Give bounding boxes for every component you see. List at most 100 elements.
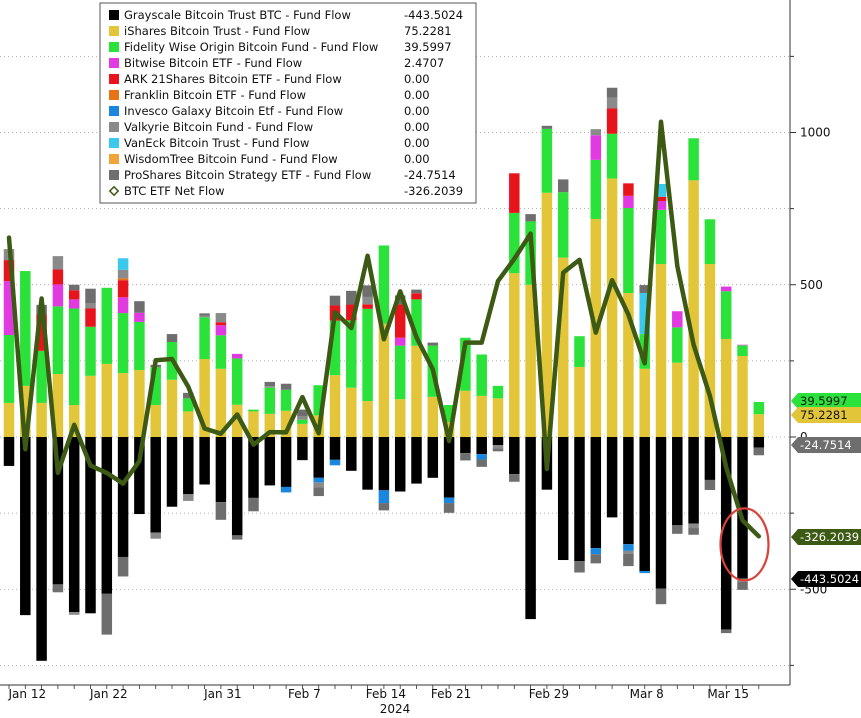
bar-segment-10-33 <box>541 125 553 129</box>
bar-segment-10-28 <box>460 453 471 461</box>
bar-segment-6-19 <box>313 477 324 483</box>
bar-segment-1-11 <box>183 411 194 437</box>
bar-segment-1-22 <box>362 401 373 437</box>
bar-segment-10-3 <box>52 584 64 593</box>
bar-segment-3-36 <box>590 135 602 160</box>
bar-segment-0-20 <box>329 437 341 460</box>
bar-segment-10-14 <box>231 535 243 540</box>
legend-swatch <box>109 10 119 20</box>
stacked-bars <box>3 87 765 661</box>
bar-segment-0-3 <box>52 437 64 585</box>
bar-segment-0-6 <box>101 437 113 594</box>
legend-series-name: Grayscale Bitcoin Trust BTC - Fund Flow <box>124 8 351 22</box>
legend-series-value: -326.2039 <box>404 184 463 198</box>
bar-segment-6-39 <box>639 570 650 574</box>
legend-series-name: WisdomTree Bitcoin Fund - Fund Flow <box>124 152 338 166</box>
bar-segment-2-19 <box>313 385 324 416</box>
value-tag: -24.7514 <box>791 437 861 453</box>
x-tick-label: Mar 15 <box>707 687 749 701</box>
bar-segment-2-22 <box>362 308 373 402</box>
bar-segment-10-40 <box>655 588 667 605</box>
bar-segment-1-33 <box>541 192 553 437</box>
bar-segment-0-23 <box>378 437 390 491</box>
bar-segment-0-28 <box>460 437 471 454</box>
bar-segment-10-18 <box>297 409 308 416</box>
legend-series-value: 75.2281 <box>404 24 452 38</box>
bar-segment-1-46 <box>753 414 765 437</box>
bar-segment-2-44 <box>720 291 732 339</box>
bar-segment-4-40 <box>655 196 667 202</box>
bar-segment-0-11 <box>183 437 194 495</box>
bar-segment-1-39 <box>639 368 650 437</box>
legend-series-value: 0.00 <box>404 104 430 118</box>
bar-segment-8-39 <box>639 292 650 335</box>
bar-segment-6-20 <box>329 459 341 466</box>
bar-segment-2-18 <box>297 419 308 424</box>
bar-segment-2-23 <box>378 245 390 324</box>
bar-segment-10-13 <box>215 502 227 520</box>
bar-segment-0-41 <box>672 437 683 526</box>
bar-segment-3-40 <box>655 201 667 210</box>
bar-segment-0-8 <box>134 437 145 515</box>
value-tag-box <box>791 571 861 587</box>
legend-series-name: ProShares Bitcoin Strategy ETF - Fund Fl… <box>124 168 371 182</box>
bar-segment-1-12 <box>199 359 210 437</box>
bar-segment-10-36 <box>590 554 602 564</box>
bar-segment-7-19 <box>313 482 324 488</box>
bar-segment-2-7 <box>117 313 129 374</box>
legend-item: ProShares Bitcoin Strategy ETF - Fund Fl… <box>109 168 456 182</box>
bar-segment-0-16 <box>264 437 276 486</box>
bar-segment-3-45 <box>737 344 748 346</box>
legend-series-value: 0.00 <box>404 72 430 86</box>
bar-segment-2-29 <box>476 354 487 396</box>
bar-segment-0-21 <box>346 437 357 471</box>
legend-swatch <box>109 74 119 84</box>
bar-segment-0-15 <box>248 437 259 498</box>
bar-segment-2-12 <box>199 317 210 360</box>
legend-swatch <box>109 26 119 36</box>
bar-segment-3-24 <box>394 337 406 346</box>
bar-segment-6-36 <box>590 548 602 555</box>
bar-segment-1-8 <box>134 370 145 437</box>
bar-segment-10-11 <box>183 392 194 399</box>
legend-series-value: 0.00 <box>404 120 430 134</box>
bar-segment-0-10 <box>166 437 178 507</box>
bar-segment-1-15 <box>248 411 259 437</box>
bar-segment-7-4 <box>68 612 80 615</box>
legend-item: Valkyrie Bitcoin Fund - Fund Flow 0.00 <box>109 120 430 134</box>
bar-segment-10-19 <box>313 487 324 497</box>
bar-segment-3-41 <box>672 311 683 328</box>
bar-segment-3-38 <box>623 195 634 209</box>
bar-segment-4-4 <box>68 290 80 300</box>
bar-segment-2-3 <box>52 306 64 374</box>
bar-segment-6-23 <box>378 490 390 504</box>
bar-segment-0-5 <box>85 437 96 614</box>
bar-segment-0-12 <box>199 437 210 485</box>
x-tick-label: Mar 8 <box>630 687 664 701</box>
bar-segment-7-36 <box>590 129 602 136</box>
value-tag-label: 75.2281 <box>800 408 848 422</box>
bar-segment-1-26 <box>427 396 439 437</box>
bar-segment-0-17 <box>280 437 292 487</box>
bar-segment-1-44 <box>720 338 732 437</box>
bar-segment-3-14 <box>231 353 243 359</box>
legend-item: Invesco Galaxy Bitcoin Etf - Fund Flow 0.… <box>109 104 430 118</box>
bar-segment-2-8 <box>134 321 145 371</box>
bar-segment-10-45 <box>737 581 748 590</box>
bar-segment-10-29 <box>476 459 487 467</box>
bar-segment-0-24 <box>394 437 406 492</box>
legend-series-name: Fidelity Wise Origin Bitcoin Fund - Fund… <box>124 40 378 54</box>
bar-segment-0-39 <box>639 437 650 571</box>
bar-segment-0-31 <box>509 437 520 475</box>
bar-segment-10-31 <box>509 474 520 482</box>
bar-segment-10-16 <box>264 381 276 387</box>
bar-segment-1-16 <box>264 413 276 437</box>
bar-segment-1-20 <box>329 375 341 437</box>
bar-segment-2-46 <box>753 401 765 415</box>
bar-segment-10-46 <box>753 447 765 456</box>
bar-segment-7-30 <box>492 445 504 449</box>
bar-segment-10-35 <box>574 561 585 573</box>
bar-segment-10-41 <box>672 525 683 534</box>
legend-line-marker <box>108 185 120 197</box>
